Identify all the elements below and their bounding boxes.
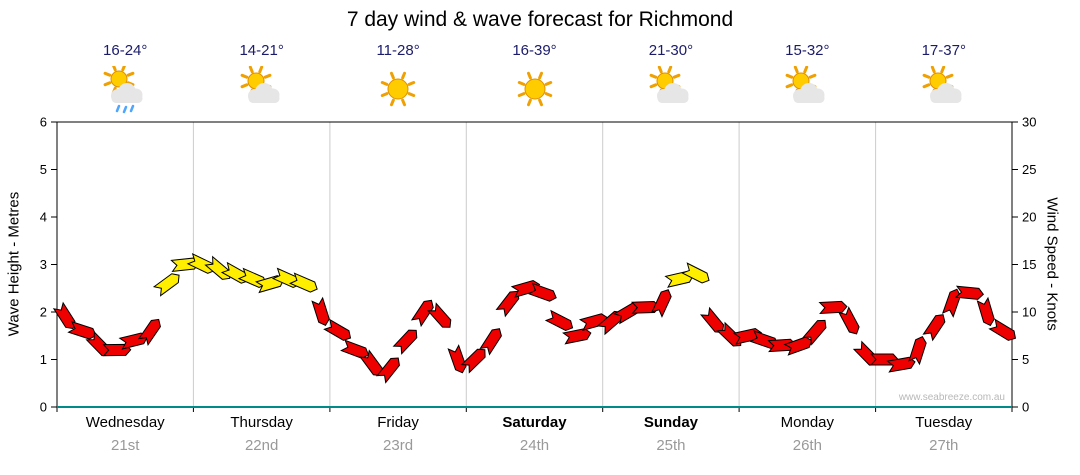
- svg-text:0: 0: [40, 400, 47, 415]
- forecast-header: 16-24° 14-21° 11-28° 16-39° 21-30° 15-32° …: [0, 0, 1080, 120]
- temp-range: 17-37°: [921, 42, 966, 59]
- svg-text:15: 15: [1022, 257, 1036, 272]
- day-name: Monday: [780, 414, 835, 431]
- day-label-1: Thursday 22nd: [194, 414, 330, 454]
- temp-range: 16-39°: [512, 42, 557, 59]
- day-label-3: Saturday 24th: [467, 414, 603, 454]
- svg-text:5: 5: [1022, 352, 1029, 367]
- right-axis-title: Wind Speed - Knots: [1043, 197, 1061, 331]
- day-label-2: Friday 23rd: [330, 414, 466, 454]
- forecast-day-header-6: 17-37°: [899, 42, 989, 114]
- temp-range: 21-30°: [648, 42, 694, 59]
- day-date: 26th: [792, 437, 822, 454]
- day-name: Thursday: [230, 414, 293, 431]
- day-name: Wednesday: [85, 414, 165, 431]
- svg-text:10: 10: [1022, 305, 1036, 320]
- temp-range: 16-24°: [103, 42, 148, 59]
- svg-text:1: 1: [40, 352, 47, 367]
- day-label-4: Sunday 25th: [603, 414, 739, 454]
- temp-range: 11-28°: [376, 42, 420, 59]
- forecast-day-header-2: 11-28°: [353, 42, 443, 114]
- day-date: 22nd: [244, 437, 279, 454]
- svg-text:20: 20: [1022, 210, 1036, 225]
- day-date: 21st: [111, 437, 140, 454]
- forecast-day-header-0: 16-24°: [80, 42, 170, 114]
- day-label-5: Monday 26th: [739, 414, 875, 454]
- day-date: 24th: [519, 437, 550, 454]
- svg-text:2: 2: [40, 305, 47, 320]
- day-label-0: Wednesday 21st: [57, 414, 193, 454]
- temp-range: 14-21°: [239, 42, 284, 59]
- chart-title: 7 day wind & wave forecast for Richmond: [346, 8, 734, 31]
- watermark: www.seabreeze.com.au: [898, 392, 1005, 403]
- day-date: 23rd: [383, 437, 414, 454]
- svg-text:3: 3: [40, 257, 47, 272]
- day-name: Friday: [377, 414, 419, 431]
- sun-icon: [353, 66, 443, 114]
- forecast-day-header-4: 21-30°: [626, 42, 716, 114]
- sun-icon: [490, 66, 580, 114]
- svg-text:25: 25: [1022, 162, 1036, 177]
- sun-cloud-icon: [899, 65, 989, 114]
- sun-cloud-icon: [217, 65, 307, 114]
- day-name: Saturday: [502, 414, 567, 431]
- svg-text:0: 0: [1022, 400, 1029, 415]
- day-name: Sunday: [643, 414, 699, 431]
- temp-range: 15-32°: [785, 42, 830, 59]
- day-date: 27th: [929, 437, 959, 454]
- forecast-day-header-1: 14-21°: [217, 42, 307, 114]
- sun-cloud-icon: [762, 65, 852, 114]
- svg-text:30: 30: [1022, 115, 1036, 130]
- day-name: Tuesday: [915, 414, 973, 431]
- svg-text:6: 6: [40, 115, 47, 130]
- svg-text:4: 4: [40, 210, 47, 225]
- svg-text:5: 5: [40, 162, 47, 177]
- forecast-day-header-3: 16-39°: [490, 42, 580, 114]
- sun-cloud-rain-icon: [80, 63, 170, 114]
- sun-cloud-icon: [626, 65, 716, 114]
- left-axis-title: Wave Height - Metres: [5, 191, 23, 337]
- day-label-6: Tuesday 27th: [876, 414, 1012, 454]
- forecast-day-header-5: 15-32°: [762, 42, 852, 114]
- day-date: 25th: [656, 437, 686, 454]
